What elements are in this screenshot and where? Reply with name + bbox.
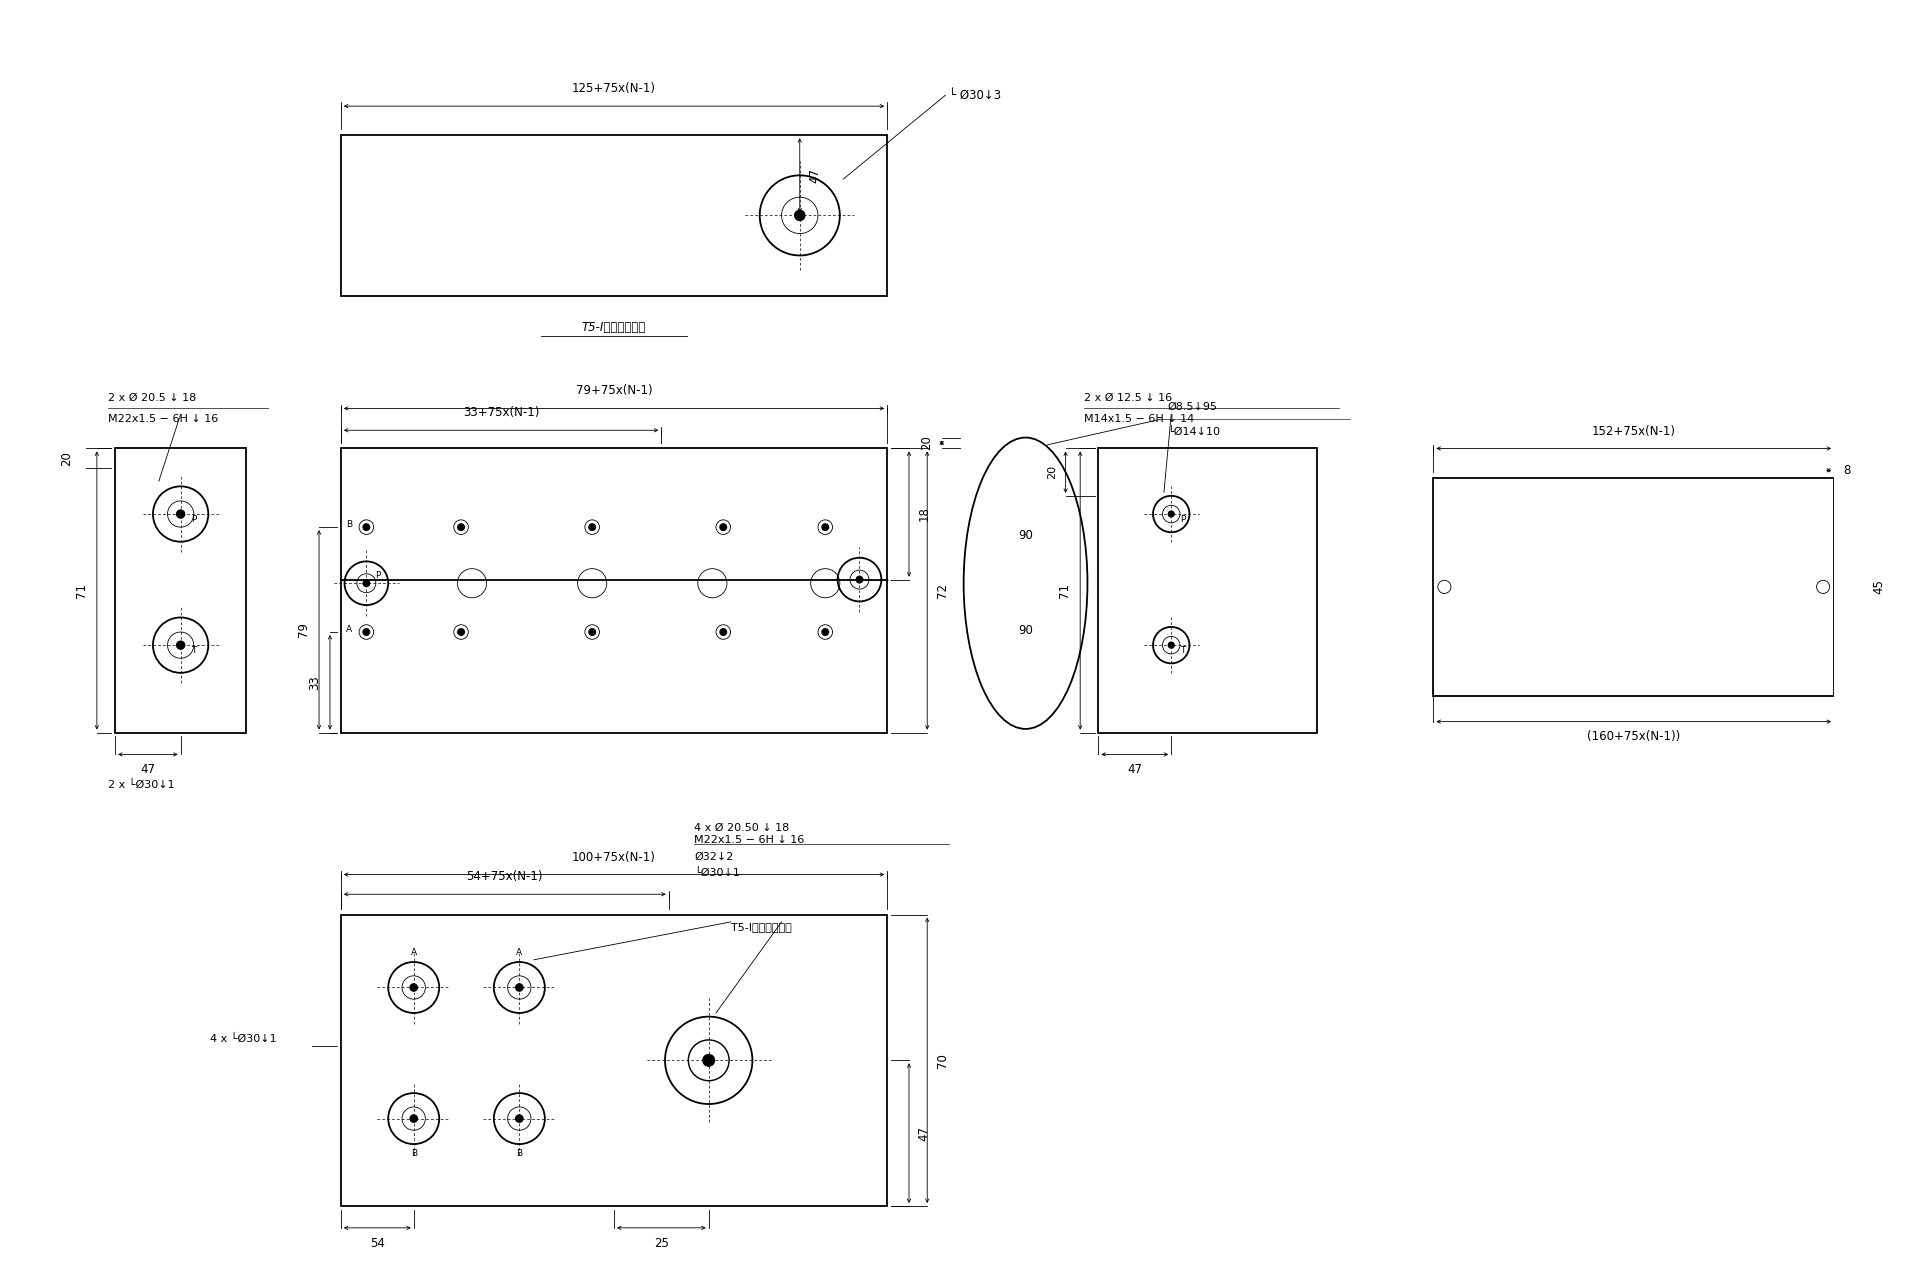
Text: M22x1.5 − 6H ↓ 16: M22x1.5 − 6H ↓ 16 bbox=[695, 835, 804, 845]
Text: P: P bbox=[192, 516, 198, 525]
Text: P: P bbox=[1181, 514, 1185, 523]
Text: 47: 47 bbox=[808, 168, 822, 183]
Text: └Ø14↓10: └Ø14↓10 bbox=[1167, 427, 1221, 438]
Circle shape bbox=[457, 523, 465, 530]
Circle shape bbox=[363, 580, 371, 586]
Text: 47: 47 bbox=[140, 763, 156, 776]
Text: 33: 33 bbox=[309, 675, 321, 690]
Text: T: T bbox=[1181, 645, 1185, 654]
Text: 125+75x(N-1): 125+75x(N-1) bbox=[572, 82, 657, 95]
Text: └ Ø30↓3: └ Ø30↓3 bbox=[948, 89, 1000, 101]
Circle shape bbox=[822, 523, 829, 530]
Text: Ø32↓2: Ø32↓2 bbox=[695, 852, 733, 861]
Circle shape bbox=[589, 629, 595, 635]
Text: A: A bbox=[346, 625, 351, 634]
Text: └Ø30↓1: └Ø30↓1 bbox=[695, 869, 739, 879]
Text: T5-I：电磁鄀插孔: T5-I：电磁鄀插孔 bbox=[732, 922, 791, 931]
Text: B: B bbox=[516, 1150, 522, 1159]
Text: 100+75x(N-1): 100+75x(N-1) bbox=[572, 851, 657, 863]
Text: 2 x └Ø30↓1: 2 x └Ø30↓1 bbox=[108, 780, 175, 790]
Text: 8: 8 bbox=[1843, 464, 1851, 477]
Bar bbox=[1434, 477, 1834, 697]
Text: 33+75x(N-1): 33+75x(N-1) bbox=[463, 407, 540, 420]
Circle shape bbox=[177, 511, 184, 518]
Text: M14x1.5 − 6H ↓ 14: M14x1.5 − 6H ↓ 14 bbox=[1083, 414, 1194, 425]
Text: 71: 71 bbox=[75, 582, 88, 598]
Text: 90: 90 bbox=[1018, 530, 1033, 543]
Circle shape bbox=[856, 576, 862, 582]
Text: P: P bbox=[374, 571, 380, 580]
Bar bbox=[342, 449, 887, 733]
Bar bbox=[1098, 449, 1317, 733]
Text: Ø8.5↓95: Ø8.5↓95 bbox=[1167, 402, 1217, 412]
Text: 20: 20 bbox=[920, 436, 933, 450]
Text: 47: 47 bbox=[918, 1125, 931, 1141]
Text: 4 x Ø 20.50 ↓ 18: 4 x Ø 20.50 ↓ 18 bbox=[695, 822, 789, 833]
Text: 25: 25 bbox=[655, 1237, 668, 1250]
Text: 90: 90 bbox=[1018, 624, 1033, 638]
Circle shape bbox=[720, 523, 726, 530]
Text: B: B bbox=[346, 520, 351, 529]
Circle shape bbox=[1167, 511, 1175, 517]
Text: 54+75x(N-1): 54+75x(N-1) bbox=[467, 870, 543, 883]
Text: 20: 20 bbox=[61, 450, 73, 466]
Text: 18: 18 bbox=[918, 507, 931, 521]
Text: 71: 71 bbox=[1058, 582, 1071, 598]
Text: 47: 47 bbox=[1127, 763, 1142, 776]
Text: 2 x Ø 12.5 ↓ 16: 2 x Ø 12.5 ↓ 16 bbox=[1083, 393, 1171, 403]
Circle shape bbox=[177, 642, 184, 649]
Circle shape bbox=[795, 210, 804, 221]
Bar bbox=[115, 449, 246, 733]
Circle shape bbox=[516, 1115, 522, 1123]
Circle shape bbox=[411, 1115, 417, 1123]
Text: 45: 45 bbox=[1872, 580, 1885, 594]
Circle shape bbox=[822, 629, 829, 635]
Circle shape bbox=[363, 629, 371, 635]
Text: T5-I：溢流阀插孔: T5-I：溢流阀插孔 bbox=[582, 321, 647, 334]
Text: A: A bbox=[411, 948, 417, 957]
Circle shape bbox=[457, 629, 465, 635]
Circle shape bbox=[516, 984, 522, 992]
Circle shape bbox=[411, 984, 417, 992]
Text: 70: 70 bbox=[935, 1053, 948, 1067]
Text: (160+75x(N-1)): (160+75x(N-1)) bbox=[1588, 730, 1680, 743]
Text: 79+75x(N-1): 79+75x(N-1) bbox=[576, 385, 653, 398]
Circle shape bbox=[1167, 643, 1175, 648]
Circle shape bbox=[703, 1055, 714, 1066]
Text: 72: 72 bbox=[935, 582, 948, 598]
Circle shape bbox=[589, 523, 595, 530]
Text: 152+75x(N-1): 152+75x(N-1) bbox=[1592, 425, 1676, 438]
Bar bbox=[342, 915, 887, 1206]
Circle shape bbox=[720, 629, 726, 635]
Text: 79: 79 bbox=[298, 622, 311, 638]
Text: 4 x └Ø30↓1: 4 x └Ø30↓1 bbox=[209, 1033, 276, 1043]
Text: 2 x Ø 20.5 ↓ 18: 2 x Ø 20.5 ↓ 18 bbox=[108, 393, 196, 403]
Text: T: T bbox=[192, 647, 198, 656]
Text: 54: 54 bbox=[371, 1237, 384, 1250]
Text: 20: 20 bbox=[1046, 466, 1056, 480]
Text: A: A bbox=[516, 948, 522, 957]
Bar bbox=[342, 135, 887, 295]
Circle shape bbox=[363, 523, 371, 530]
Text: B: B bbox=[411, 1150, 417, 1159]
Text: M22x1.5 − 6H ↓ 16: M22x1.5 − 6H ↓ 16 bbox=[108, 414, 219, 425]
